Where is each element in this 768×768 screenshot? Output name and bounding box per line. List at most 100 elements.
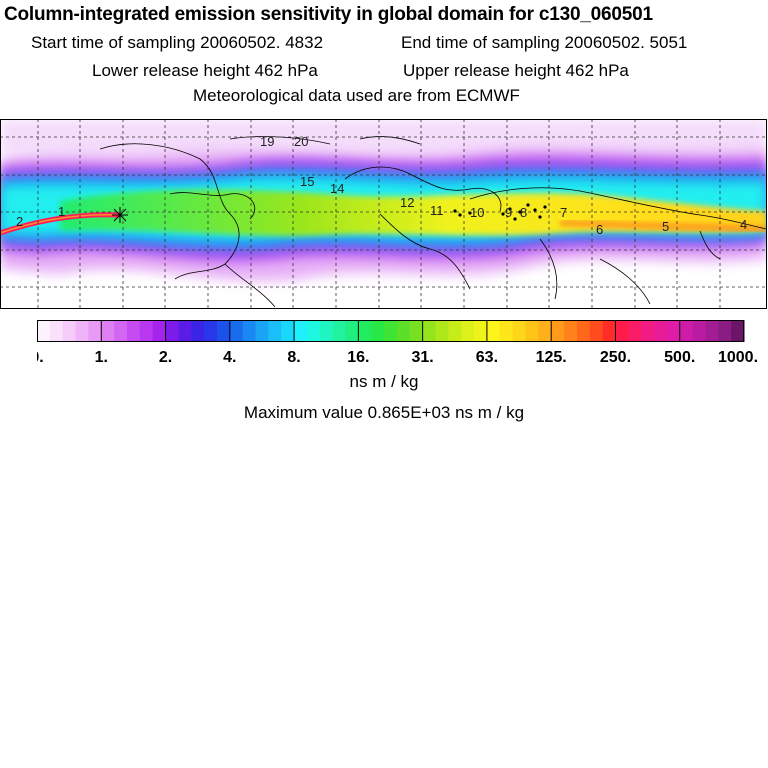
colorbar-swatch (345, 320, 359, 342)
maximum-value-text: Maximum value 0.865E+03 ns m / kg (243, 403, 525, 422)
colorbar-swatch (384, 320, 398, 342)
colorbar-swatch (216, 320, 231, 342)
colorbar-swatch (564, 320, 578, 342)
colorbar-swatch (229, 320, 244, 342)
colorbar-swatch (409, 320, 424, 342)
point-label: 20 (294, 134, 308, 149)
release-markers (453, 203, 547, 221)
colorbar-swatch (589, 320, 604, 342)
sensitivity-map-svg: 2 1 19 20 15 14 12 11 10 9 8 7 6 5 4 (0, 119, 767, 309)
colorbar-swatch (37, 320, 51, 342)
colorbar: 0. 1. 2. 4. 8. 16. 31. 63. 125. 250. 500. 1000. (37, 320, 757, 366)
colorbar-swatch (306, 320, 321, 342)
colorbar-swatch (165, 320, 179, 342)
point-label: 4 (740, 217, 747, 232)
colorbar-swatch (178, 320, 192, 342)
colorbar-swatch (461, 320, 475, 342)
point-label: 12 (400, 195, 414, 210)
plot-title: Column-integrated emission sensitivity i… (4, 4, 653, 25)
colorbar-tick-label: 1000. (718, 349, 757, 366)
colorbar-swatch (396, 320, 411, 342)
colorbar-swatch (576, 320, 591, 342)
point-label: 15 (300, 174, 314, 189)
sampling-end-text: End time of sampling 20060502. 5051 (401, 33, 688, 52)
point-label: 6 (596, 222, 603, 237)
colorbar-swatch (49, 320, 64, 342)
colorbar-tick-label: 0. (37, 349, 44, 366)
colorbar-swatch (126, 320, 141, 342)
colorbar-swatch (602, 320, 617, 342)
colorbar-swatch (268, 320, 282, 342)
trajectory-labels: 2 1 19 20 15 14 12 11 10 9 8 7 6 5 4 (16, 134, 747, 237)
colorbar-tick-label: 2. (159, 349, 172, 366)
colorbar-border (37, 320, 744, 342)
point-label: 11 (430, 203, 444, 218)
release-site-marker (112, 207, 128, 223)
colorbar-units: ns m / kg (349, 372, 419, 391)
colorbar-swatch (114, 320, 128, 342)
sensitivity-orange-streak (559, 220, 767, 232)
point-label: 19 (260, 134, 274, 149)
colorbar-swatch (62, 320, 77, 342)
colorbar-swatch (332, 320, 347, 342)
point-label: 1 (58, 204, 65, 219)
colorbar-swatch (88, 320, 102, 342)
colorbar-tick-label: 4. (223, 349, 236, 366)
colorbar-swatches (37, 320, 745, 342)
colorbar-swatch (191, 320, 205, 342)
colorbar-tick-label: 31. (412, 349, 434, 366)
colorbar-swatch (255, 320, 269, 342)
colorbar-swatch (101, 320, 115, 342)
colorbar-tick-label: 250. (600, 349, 631, 366)
colorbar-swatch (525, 320, 539, 342)
point-label: 9 (505, 205, 512, 220)
sampling-start-text: Start time of sampling 20060502. 4832 (31, 33, 324, 52)
colorbar-swatch (731, 320, 745, 342)
sensitivity-map: 2 1 19 20 15 14 12 11 10 9 8 7 6 5 4 (0, 119, 767, 309)
colorbar-swatch (448, 320, 462, 342)
colorbar-swatch (435, 320, 449, 342)
colorbar-swatch (718, 320, 732, 342)
colorbar-swatch (75, 320, 90, 342)
point-label: 7 (560, 205, 567, 220)
upper-release-text: Upper release height 462 hPa (403, 61, 629, 80)
colorbar-tick-label: 8. (287, 349, 300, 366)
colorbar-swatch (242, 320, 257, 342)
colorbar-tick-label: 500. (664, 349, 695, 366)
point-label: 10 (470, 205, 484, 220)
colorbar-tick-label: 63. (476, 349, 498, 366)
colorbar-swatch (641, 320, 655, 342)
colorbar-swatch (358, 320, 372, 342)
colorbar-swatch (371, 320, 385, 342)
colorbar-swatch (705, 320, 719, 342)
colorbar-swatch (319, 320, 334, 342)
colorbar-tick-labels: 0. 1. 2. 4. 8. 16. 31. 63. 125. 250. 500. 1000. (37, 349, 757, 366)
colorbar-swatch (422, 320, 437, 342)
lower-release-text: Lower release height 462 hPa (92, 61, 318, 80)
colorbar-tick-label: 1. (95, 349, 108, 366)
colorbar-swatch (692, 320, 707, 342)
colorbar-swatch (512, 320, 527, 342)
colorbar-swatch (679, 320, 694, 342)
colorbar-swatch (666, 320, 681, 342)
colorbar-swatch (152, 320, 167, 342)
graticule (0, 119, 767, 309)
colorbar-swatch (139, 320, 154, 342)
point-label: 14 (330, 181, 344, 196)
colorbar-swatch (281, 320, 295, 342)
met-data-text: Meteorological data used are from ECMWF (193, 86, 520, 105)
colorbar-swatch (538, 320, 552, 342)
colorbar-tick-label: 16. (347, 349, 369, 366)
colorbar-swatch (551, 320, 565, 342)
colorbar-swatch (499, 320, 514, 342)
colorbar-swatch (615, 320, 629, 342)
colorbar-swatch (204, 320, 218, 342)
point-label: 5 (662, 219, 669, 234)
point-label: 8 (520, 205, 527, 220)
colorbar-swatch (628, 320, 642, 342)
colorbar-swatch (294, 320, 308, 342)
coastlines (99, 136, 767, 308)
colorbar-swatch (486, 320, 501, 342)
colorbar-swatch (474, 320, 488, 342)
colorbar-swatch (654, 320, 668, 342)
